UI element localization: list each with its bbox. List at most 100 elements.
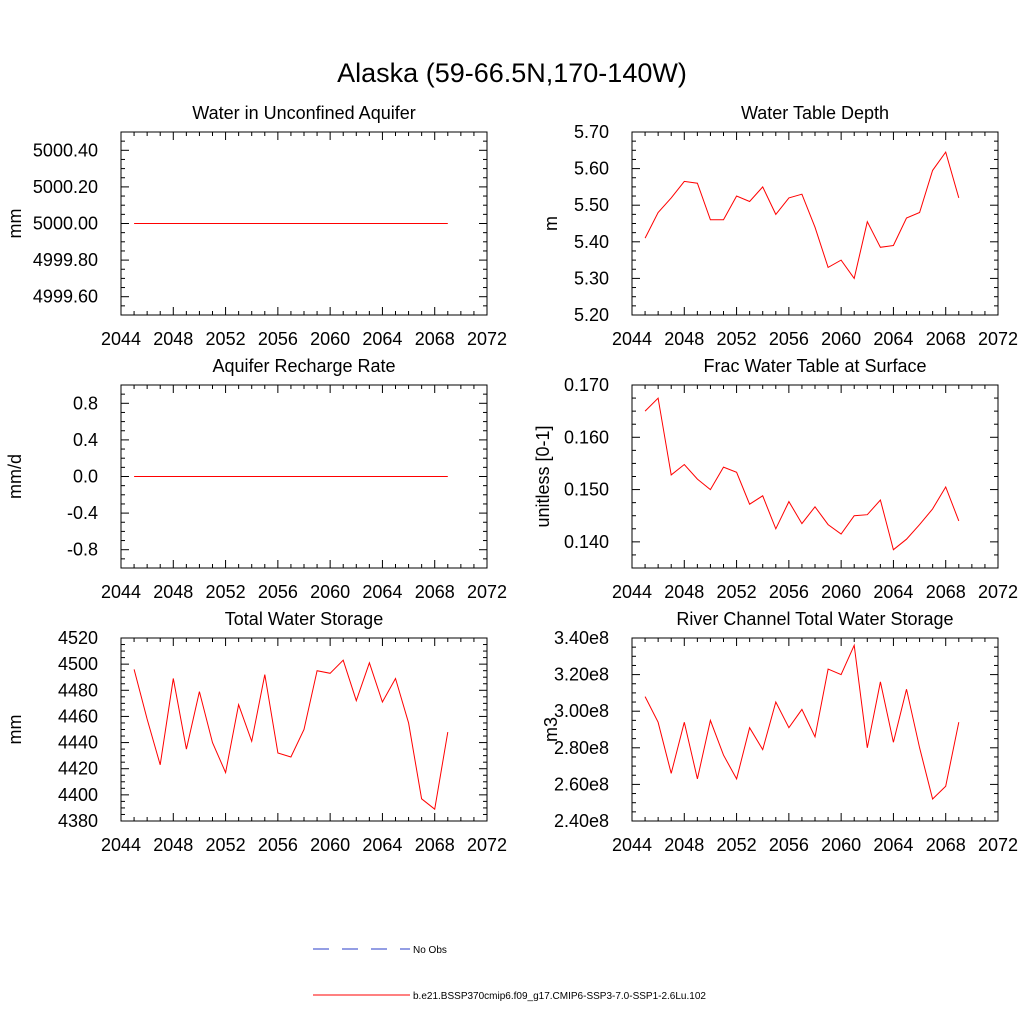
x-tick-label: 2056 <box>258 835 298 855</box>
y-tick-label: 4999.60 <box>33 287 98 307</box>
y-tick-label: 4999.80 <box>33 250 98 270</box>
x-tick-label: 2064 <box>362 582 402 602</box>
x-tick-label: 2044 <box>612 582 652 602</box>
series-line-model <box>644 643 960 800</box>
x-tick-label: 2064 <box>873 329 913 349</box>
panels: Water in Unconfined Aquifer mm 2044 2048 205… <box>5 103 1018 855</box>
x-tick-label: 2056 <box>769 582 809 602</box>
x-tick-label: 2064 <box>873 835 913 855</box>
x-tick-label: 2056 <box>769 329 809 349</box>
y-tick-label: 5.60 <box>574 159 609 179</box>
x-tick-label: 2060 <box>310 329 350 349</box>
y-axis-label: m3 <box>541 717 561 742</box>
x-tick-label: 2048 <box>153 835 193 855</box>
y-tick-label: -0.4 <box>67 503 98 523</box>
x-tick-label: 2048 <box>664 329 704 349</box>
x-tick-label: 2068 <box>415 329 455 349</box>
y-tick-label: 4520 <box>58 628 98 648</box>
x-tick-label: 2060 <box>310 582 350 602</box>
x-tick-label: 2060 <box>821 329 861 349</box>
x-tick-label: 2064 <box>362 329 402 349</box>
series-line-model <box>644 150 960 280</box>
x-tick-label: 2044 <box>612 329 652 349</box>
y-tick-label: 4420 <box>58 759 98 779</box>
y-tick-label: 5.20 <box>574 305 609 325</box>
y-tick-label: 4440 <box>58 733 98 753</box>
x-tick-label: 2072 <box>978 582 1018 602</box>
y-axis-label: unitless [0-1] <box>533 425 553 527</box>
panel-title: Frac Water Table at Surface <box>703 356 926 376</box>
chart-panel-4: Frac Water Table at Surface unitless [0-1… <box>533 356 1018 602</box>
x-tick-label: 2056 <box>769 835 809 855</box>
y-tick-label: -0.8 <box>67 540 98 560</box>
x-tick-label: 2052 <box>206 329 246 349</box>
x-tick-label: 2072 <box>467 835 507 855</box>
series-line-model <box>644 397 960 551</box>
plot-frame <box>631 131 999 316</box>
y-tick-label: 0.150 <box>564 480 609 500</box>
figure-title: Alaska (59-66.5N,170-140W) <box>337 58 687 88</box>
y-tick-label: 2.60e8 <box>554 774 609 794</box>
y-tick-label: 4380 <box>58 811 98 831</box>
x-tick-label: 2060 <box>821 835 861 855</box>
x-tick-label: 2060 <box>821 582 861 602</box>
x-tick-label: 2044 <box>101 582 141 602</box>
x-tick-label: 2072 <box>978 835 1018 855</box>
legend-label-no-obs: No Obs <box>413 945 447 956</box>
plot-frame <box>631 384 999 569</box>
x-tick-label: 2048 <box>153 582 193 602</box>
y-tick-label: 5.70 <box>574 122 609 142</box>
x-tick-label: 2048 <box>664 582 704 602</box>
y-axis-label: mm <box>5 715 25 745</box>
x-tick-label: 2052 <box>717 835 757 855</box>
chart-panel-5: Total Water Storage mm 2044 2048 2052 2056 206… <box>5 609 507 855</box>
chart-panel-1: Water in Unconfined Aquifer mm 2044 2048 205… <box>5 103 507 349</box>
x-tick-label: 2044 <box>101 835 141 855</box>
x-tick-label: 2068 <box>926 835 966 855</box>
x-tick-label: 2064 <box>362 835 402 855</box>
x-tick-label: 2068 <box>415 835 455 855</box>
y-tick-label: 4480 <box>58 680 98 700</box>
y-tick-label: 3.20e8 <box>554 665 609 685</box>
x-tick-label: 2052 <box>717 329 757 349</box>
x-tick-label: 2072 <box>467 582 507 602</box>
y-tick-label: 0.140 <box>564 532 609 552</box>
x-tick-label: 2048 <box>664 835 704 855</box>
y-tick-label: 3.40e8 <box>554 628 609 648</box>
y-axis-label: mm <box>5 209 25 239</box>
panel-title: Water Table Depth <box>741 103 889 123</box>
y-tick-label: 3.00e8 <box>554 701 609 721</box>
x-tick-label: 2044 <box>101 329 141 349</box>
x-tick-label: 2052 <box>206 582 246 602</box>
panel-title: Aquifer Recharge Rate <box>212 356 395 376</box>
x-tick-label: 2068 <box>415 582 455 602</box>
x-tick-label: 2052 <box>206 835 246 855</box>
y-tick-label: 0.0 <box>73 467 98 487</box>
x-tick-label: 2072 <box>978 329 1018 349</box>
y-tick-label: 5.30 <box>574 268 609 288</box>
y-tick-label: 5000.40 <box>33 140 98 160</box>
x-tick-label: 2068 <box>926 582 966 602</box>
y-tick-label: 5.50 <box>574 195 609 215</box>
y-tick-label: 2.80e8 <box>554 738 609 758</box>
y-axis-label: m <box>541 216 561 231</box>
y-tick-label: 5000.00 <box>33 214 98 234</box>
y-tick-label: 4460 <box>58 706 98 726</box>
legend-label-model: b.e21.BSSP370cmip6.f09_g17.CMIP6-SSP3-7.… <box>413 991 706 1002</box>
y-tick-label: 2.40e8 <box>554 811 609 831</box>
y-tick-label: 0.8 <box>73 393 98 413</box>
x-tick-label: 2064 <box>873 582 913 602</box>
y-tick-label: 4500 <box>58 654 98 674</box>
chart-panel-2: Water Table Depth m 2044 2048 2052 2056 2060 20… <box>541 103 1018 349</box>
y-tick-label: 5000.20 <box>33 177 98 197</box>
x-tick-label: 2044 <box>612 835 652 855</box>
y-tick-label: 0.160 <box>564 427 609 447</box>
y-tick-label: 5.40 <box>574 232 609 252</box>
x-tick-label: 2052 <box>717 582 757 602</box>
x-tick-label: 2048 <box>153 329 193 349</box>
y-tick-label: 0.4 <box>73 430 98 450</box>
x-tick-label: 2060 <box>310 835 350 855</box>
x-tick-label: 2072 <box>467 329 507 349</box>
